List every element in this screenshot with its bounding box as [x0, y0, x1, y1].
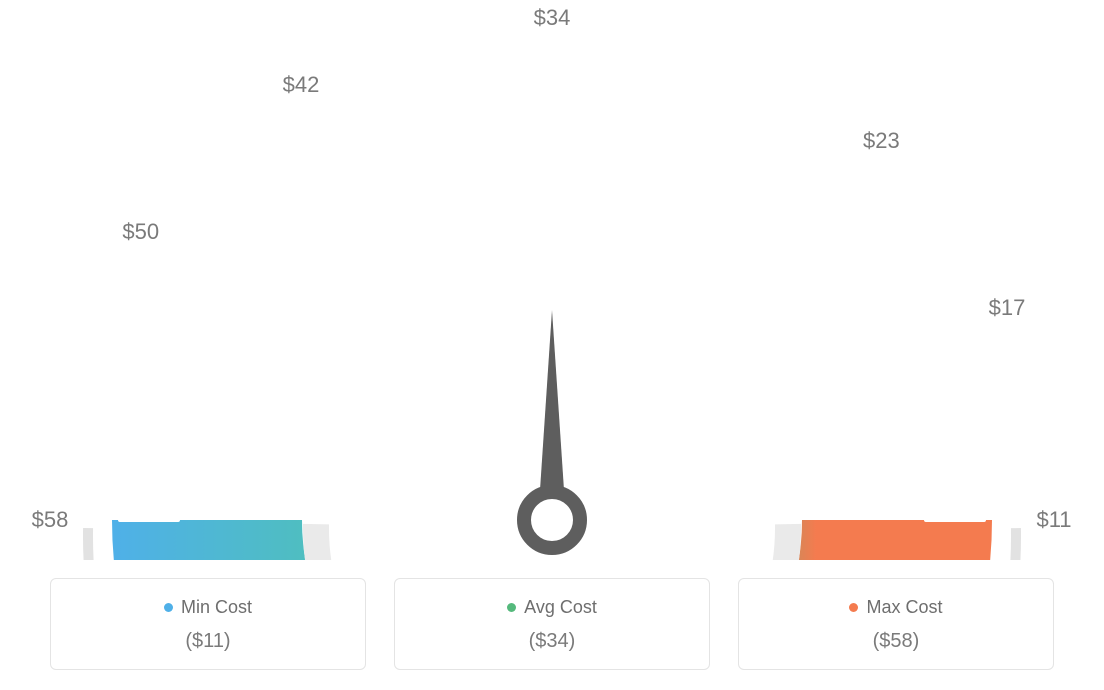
dot-icon-avg — [507, 603, 516, 612]
gauge-tick-label: $34 — [534, 5, 571, 31]
legend-card-avg: Avg Cost ($34) — [394, 578, 710, 670]
legend-row: Min Cost ($11) Avg Cost ($34) Max Cost (… — [20, 578, 1084, 670]
legend-label-min: Min Cost — [181, 597, 252, 618]
legend-value-avg: ($34) — [405, 630, 699, 653]
legend-label-max: Max Cost — [866, 597, 942, 618]
gauge-tick-label: $17 — [989, 295, 1026, 321]
legend-card-max: Max Cost ($58) — [738, 578, 1054, 670]
gauge-tick-label: $11 — [1036, 507, 1071, 533]
gauge-tick-label: $50 — [122, 219, 159, 245]
legend-title-avg: Avg Cost — [507, 597, 597, 618]
legend-label-avg: Avg Cost — [524, 597, 597, 618]
legend-card-min: Min Cost ($11) — [50, 578, 366, 670]
legend-title-max: Max Cost — [849, 597, 942, 618]
gauge-tick-label: $23 — [863, 128, 900, 154]
gauge-tick-label: $58 — [32, 507, 69, 533]
legend-value-max: ($58) — [749, 630, 1043, 653]
gauge-tick-label: $42 — [283, 72, 320, 98]
cost-gauge: $11$17$23$34$42$50$58 — [22, 20, 1082, 560]
dot-icon-max — [849, 603, 858, 612]
dot-icon-min — [164, 603, 173, 612]
legend-value-min: ($11) — [61, 630, 355, 653]
gauge-svg — [22, 20, 1082, 560]
legend-title-min: Min Cost — [164, 597, 252, 618]
